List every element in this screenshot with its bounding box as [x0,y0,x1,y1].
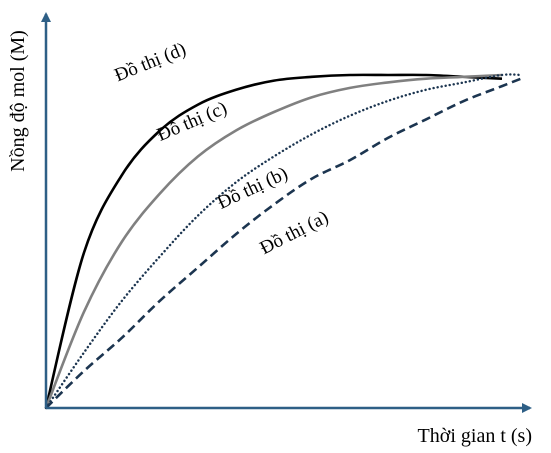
curve-labels: Đồ thị (d)Đồ thị (c)Đồ thị (b)Đồ thị (a) [112,39,332,259]
curve-label-a: Đồ thị (a) [257,207,332,259]
series-line-d [44,73,503,409]
x-axis-label: Thời gian t (s) [418,425,532,447]
y-axis-label: Nồng độ mol (M) [7,30,29,172]
curve-label-d: Đồ thị (d) [112,39,189,87]
series-line-a [45,77,522,409]
curve-label-c: Đồ thị (c) [154,98,230,146]
series-line-c [44,73,503,409]
series-line-b [44,73,523,410]
curves [44,73,523,410]
